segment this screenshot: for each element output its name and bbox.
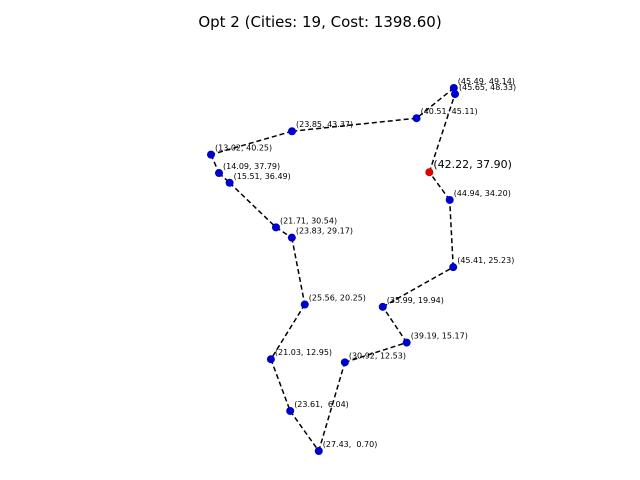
route-segment [291,237,306,305]
city-point [266,355,275,364]
city-point [378,302,387,311]
city-label: (13.02, 40.25) [215,144,272,153]
city-label: (27.43, 0.70) [323,440,378,449]
city-point [225,178,234,187]
city-label: (15.51, 36.49) [234,172,291,181]
start-city-point [425,168,434,177]
city-label: (39.19, 15.17) [411,332,468,341]
city-label: (30.92, 12.53) [349,351,406,360]
city-label: (23.61, 6.04) [294,400,349,409]
city-label: (45.65, 48.33) [459,83,516,92]
city-point [287,127,296,136]
city-points [207,84,459,455]
city-point [286,406,295,415]
route-segment [270,304,306,360]
route-segment [382,266,454,308]
city-point [271,223,280,232]
city-label: (40.51, 45.11) [421,107,478,116]
city-point [449,263,458,272]
city-label: (44.94, 34.20) [454,189,511,198]
route-segment [291,117,417,132]
route-segment [344,341,407,364]
city-label: (21.71, 30.54) [280,216,337,225]
city-point [287,233,296,242]
city-label: (14.09, 37.79) [223,162,280,171]
city-point [402,338,411,347]
city-point [215,169,224,178]
route-lines [210,87,456,452]
route-segment [428,171,451,201]
city-label: (35.99, 19.94) [387,296,444,305]
city-label: (23.85, 43.37) [296,120,353,129]
route-segment [428,93,456,173]
route-segment [270,358,291,412]
city-point [314,447,323,455]
city-point [412,114,421,123]
route-segment [448,199,454,268]
city-point [300,300,309,309]
city-point [207,150,215,159]
chart-title: Opt 2 (Cities: 19, Cost: 1398.60) [198,13,441,31]
route-segment [229,182,277,228]
route-segment [382,306,408,343]
city-label: (45.49, 49.14) [458,77,515,86]
city-point [451,90,459,99]
city-label: (21.03, 12.95) [275,348,332,357]
city-point [340,358,349,367]
city-label: (25.56, 20.25) [309,293,366,302]
city-label: (45.41, 25.23) [457,256,514,265]
city-label: (23.83, 29.17) [296,227,353,236]
start-city-label: (42.22, 37.90) [433,158,512,171]
city-point [445,195,454,204]
route-segment [289,410,320,452]
city-labels: (42.22, 37.90) (45.65, 48.33)(45.49, 49.1… [215,77,516,449]
route-segment [210,130,293,156]
city-point [449,84,458,92]
